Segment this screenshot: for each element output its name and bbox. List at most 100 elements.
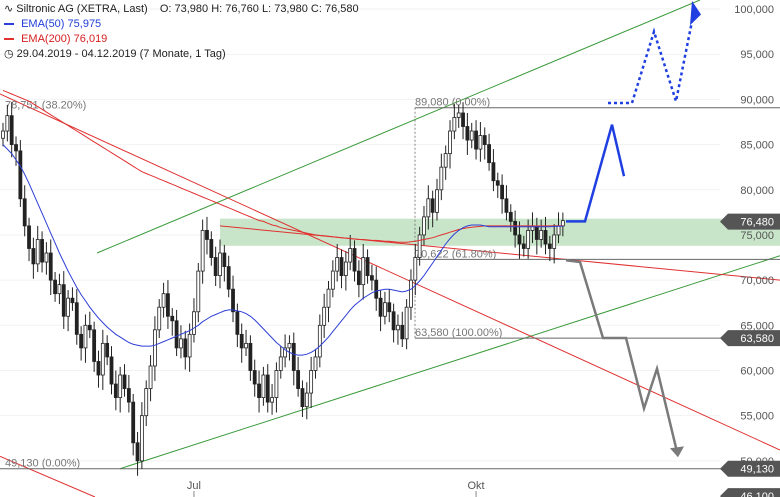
candle-body [239,333,244,349]
candlestick-series [1,102,565,476]
bullish-scenario-line [566,124,626,223]
channel-lower-line [119,255,780,470]
candle-body [404,306,409,340]
chart-symbol-icon: ∿ [4,3,14,15]
candle-body [456,112,461,118]
candle-body [135,442,140,462]
candle-body [539,230,544,240]
price-badges: 76,480 63,580 49,130 46,100 [720,213,780,497]
candle-body [96,361,101,376]
price-badge-label: 46,100 [740,491,774,497]
candle-body [74,302,79,335]
candle-body [361,257,366,286]
candle-body [70,297,75,304]
candle-body [304,392,309,408]
candle-body [5,115,10,132]
legend-ema200-row: EMA(200) 76,019 [4,32,359,47]
candle-body [517,234,522,245]
candle-body [465,126,470,141]
scenario-arrows [565,0,701,458]
candle-body [57,284,62,295]
ema200-swatch-icon [4,38,14,41]
candle-body [166,293,170,317]
candle-body [257,383,261,398]
candle-body [387,302,392,313]
candle-body [413,257,418,281]
candle-body [244,342,248,349]
price-badge-label: 49,130 [740,464,774,476]
candle-body [330,270,335,290]
y-axis-tick-label: 75,000 [740,230,774,242]
chart-legend: ∿ Siltronic AG (XETRA, Last) O: 73,980 H… [4,2,359,62]
candle-body [300,388,305,408]
candle-body [265,374,270,403]
fib-level-label: 70,622 (61.80%) [415,248,496,260]
legend-ema50-row: EMA(50) 75,975 [4,17,359,32]
candle-body [556,225,561,236]
fibonacci-levels: 89,080 (0.00%) 78,751 (38.20%) 70,622 (61.… [0,97,780,470]
candle-body [22,198,27,227]
candle-body [435,189,439,213]
candle-body [270,397,274,403]
y-axis-tick-label: 85,000 [740,140,774,152]
candle-body [396,324,400,331]
candle-body [417,234,422,258]
candle-body [261,374,266,399]
legend-ema50-label: EMA(50) [21,18,65,30]
candle-body [174,320,179,349]
candle-body [148,365,153,389]
ema50-swatch-icon [4,23,14,26]
ema50-line [2,144,563,356]
resistance-zone-band [220,218,780,246]
candle-body [196,270,201,313]
candle-body [79,333,84,349]
legend-ema200-label: EMA(200) [21,33,71,45]
candle-body [66,297,70,317]
candle-body [547,243,552,249]
candle-body [409,279,413,308]
candle-body [105,342,110,358]
candle-body [356,270,361,286]
candle-body [443,153,448,168]
candle-body [348,248,353,263]
candle-body [92,329,97,362]
y-axis-tick-label: 90,000 [740,94,774,106]
candle-body [161,293,166,308]
price-badge-label: 76,480 [740,217,774,229]
candle-body [474,130,478,150]
y-axis-tick-label: 100,000 [734,4,774,16]
candle-body [313,356,318,371]
candle-body [317,324,322,358]
candle-body [369,275,374,281]
ema-lines [2,89,563,356]
legend-title: Siltronic AG (XETRA, Last) [16,3,148,15]
candle-body [352,248,357,272]
candle-body [543,230,548,245]
candle-body [461,112,465,127]
candle-body [100,342,105,376]
candle-body [278,356,283,371]
candle-body [491,162,496,182]
candle-body [31,248,36,265]
candle-body [552,234,557,249]
candle-body [226,266,231,290]
candle-body [560,220,565,227]
candle-body [40,239,44,263]
price-badge-label: 63,580 [740,333,774,345]
candle-body [508,211,513,222]
candle-body [83,324,88,349]
candle-body [48,252,53,281]
x-axis: Jul Okt [187,480,485,497]
legend-period-row: ◷ 29.04.2019 - 04.12.2019 (7 Monate, 1 T… [4,47,359,62]
candle-body [422,216,426,236]
candle-body [139,415,144,462]
legend-period-note: (7 Monate, 1 Tag) [139,48,226,60]
candle-body [534,225,539,240]
candle-body [183,338,188,358]
candle-body [326,288,331,308]
fib-level-label: 49,130 (0.00%) [5,458,80,470]
candle-body [213,257,218,277]
price-badge [720,460,780,477]
resistance-zone [220,218,780,246]
candle-body [9,115,14,145]
